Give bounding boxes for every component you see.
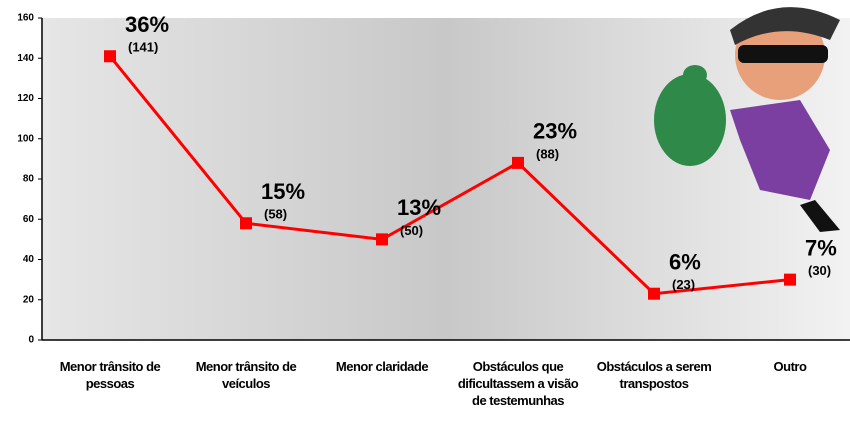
x-tick-label: Menor trânsito de veículos [195, 359, 297, 391]
percent-label: 23% [533, 119, 577, 144]
x-tick-label: Menor trânsito de pessoas [59, 359, 161, 391]
y-tick-label: 80 [23, 174, 35, 185]
percent-label: 6% [669, 250, 701, 275]
marker [104, 50, 116, 63]
y-tick-label: 60 [23, 214, 35, 225]
y-tick-label: 0 [28, 335, 34, 346]
value-label: (88) [536, 146, 559, 161]
x-tick-label: Menor claridade [335, 359, 429, 374]
value-label: (30) [808, 263, 831, 278]
thief-illustration [654, 7, 840, 232]
y-tick-label: 100 [17, 133, 34, 144]
value-label: (23) [672, 277, 695, 292]
percent-label: 7% [805, 235, 837, 260]
value-label: (141) [128, 40, 158, 55]
line [108, 55, 791, 296]
percent-label: 13% [397, 195, 441, 220]
plot-background [42, 18, 850, 340]
y-tick-label: 160 [17, 13, 34, 24]
marker [512, 156, 524, 169]
y-tick-label: 40 [23, 254, 35, 265]
marker [784, 273, 796, 286]
marker [376, 233, 388, 246]
value-label: (50) [400, 223, 423, 238]
x-tick-label: Obstáculos que dificultassem a visão de … [457, 359, 579, 408]
y-tick-label: 120 [17, 93, 34, 104]
x-tick-label: Outro [773, 359, 807, 374]
marker [240, 217, 252, 230]
percent-label: 36% [125, 12, 169, 37]
x-tick-label: Obstáculos a serem transpostos [596, 359, 712, 391]
y-tick-label: 140 [17, 53, 34, 64]
y-tick-label: 20 [23, 294, 35, 305]
value-label: (58) [264, 207, 287, 222]
marker [648, 287, 660, 300]
percent-label: 15% [261, 179, 305, 204]
